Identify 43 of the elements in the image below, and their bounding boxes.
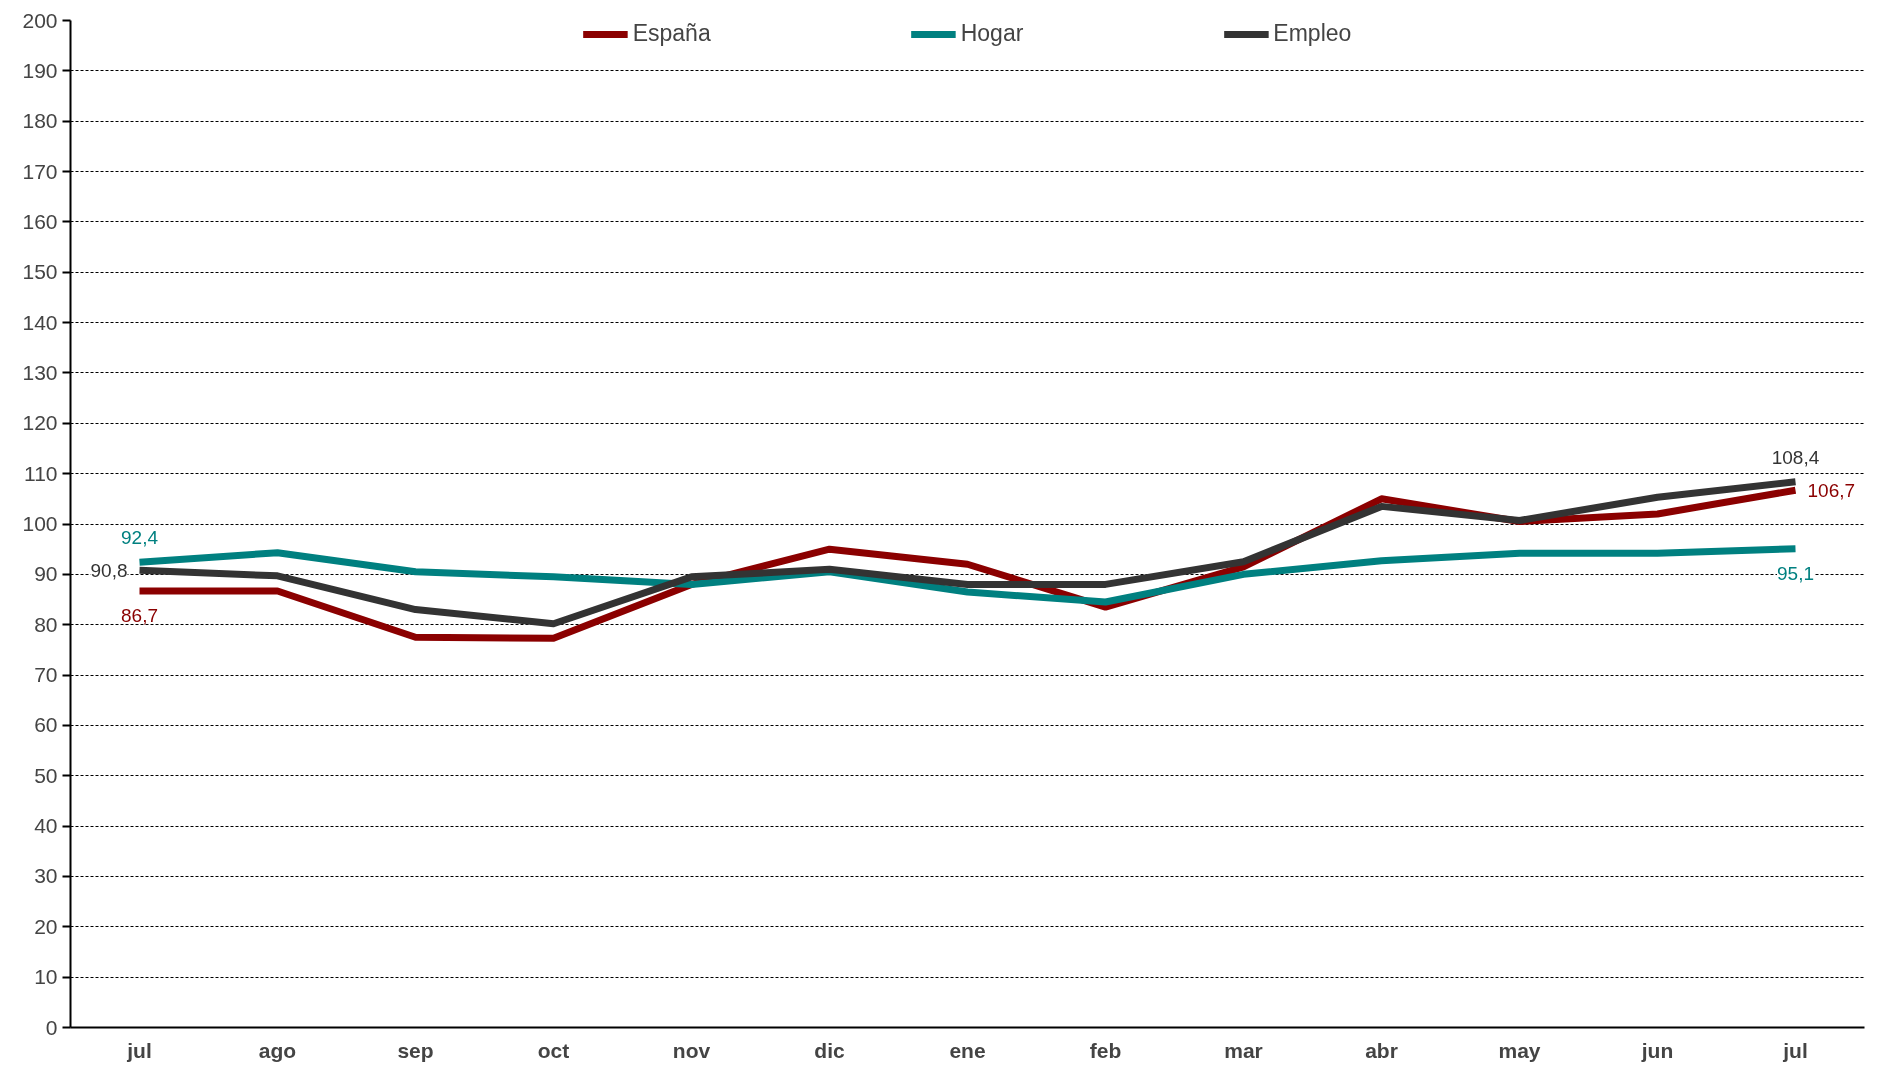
y-tick-label: 190 [22, 58, 58, 82]
legend-label: Hogar [960, 20, 1024, 47]
y-tick-label: 100 [22, 512, 58, 535]
x-tick-label: abr [1365, 1038, 1398, 1062]
data-label: 95,1 [1777, 562, 1814, 584]
y-tick-label: 170 [22, 159, 58, 183]
y-tick-label: 130 [22, 360, 58, 384]
data-label: 86,7 [121, 604, 158, 626]
data-label: 90,8 [90, 559, 128, 581]
x-tick-label: dic [814, 1038, 845, 1062]
x-tick-label: sep [397, 1038, 434, 1062]
y-tick-label: 30 [34, 864, 58, 888]
y-tick-label: 140 [22, 310, 58, 334]
legend-label: España [632, 20, 711, 47]
legend-label: Empleo [1273, 20, 1352, 47]
y-tick-label: 60 [34, 713, 58, 737]
y-tick-label: 200 [22, 8, 58, 32]
y-tick-label: 70 [34, 663, 58, 687]
y-tick-label: 80 [34, 612, 58, 636]
x-tick-label: feb [1089, 1038, 1122, 1062]
y-tick-label: 0 [45, 1015, 58, 1039]
x-tick-label: oct [537, 1038, 570, 1062]
y-tick-label: 180 [22, 109, 58, 133]
y-tick-label: 20 [34, 914, 58, 938]
x-tick-label: ene [949, 1038, 986, 1062]
y-tick-label: 90 [34, 562, 58, 586]
y-tick-label: 110 [24, 461, 58, 485]
y-tick-label: 150 [22, 260, 58, 284]
x-tick-label: jul [1782, 1038, 1808, 1062]
y-tick-label: 40 [34, 814, 58, 838]
y-tick-label: 120 [22, 411, 58, 435]
y-tick-label: 50 [34, 763, 58, 787]
x-tick-label: nov [672, 1038, 711, 1062]
x-tick-label: ago [258, 1038, 297, 1062]
data-label: 106,7 [1807, 479, 1856, 501]
data-label: 108,4 [1771, 446, 1820, 468]
y-tick-label: 10 [34, 965, 58, 989]
data-label: 92,4 [121, 527, 159, 549]
x-tick-label: mar [1224, 1038, 1263, 1062]
y-tick-label: 160 [22, 209, 58, 233]
x-tick-label: jun [1640, 1038, 1674, 1062]
x-tick-label: jul [126, 1038, 152, 1062]
x-tick-label: may [1498, 1038, 1541, 1062]
